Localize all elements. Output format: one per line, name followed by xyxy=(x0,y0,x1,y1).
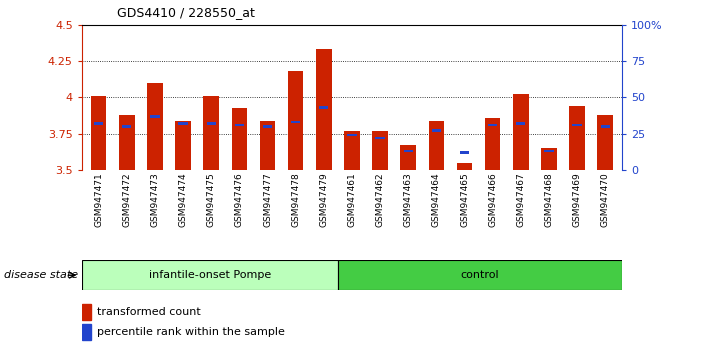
Bar xyxy=(94,122,103,125)
Bar xyxy=(178,122,188,125)
Text: GSM947463: GSM947463 xyxy=(404,173,412,227)
Text: GSM947466: GSM947466 xyxy=(488,173,497,227)
Bar xyxy=(513,95,528,170)
Bar xyxy=(404,150,413,152)
Bar xyxy=(429,121,444,170)
Bar xyxy=(400,145,416,170)
Bar xyxy=(516,122,525,125)
Bar xyxy=(176,121,191,170)
Text: GDS4410 / 228550_at: GDS4410 / 228550_at xyxy=(117,6,255,19)
Bar xyxy=(456,163,472,170)
Bar xyxy=(82,260,338,290)
Bar xyxy=(147,83,163,170)
Text: GSM947461: GSM947461 xyxy=(348,173,356,227)
Text: disease state: disease state xyxy=(4,270,77,280)
Text: GSM947476: GSM947476 xyxy=(235,173,244,227)
Bar xyxy=(82,324,92,341)
Text: GSM947474: GSM947474 xyxy=(178,173,188,227)
Bar xyxy=(488,124,497,126)
Text: GSM947472: GSM947472 xyxy=(122,173,132,227)
Bar xyxy=(150,115,159,118)
Bar xyxy=(485,118,501,170)
Text: GSM947470: GSM947470 xyxy=(601,173,610,227)
Bar xyxy=(373,131,387,170)
Bar xyxy=(260,121,275,170)
Bar xyxy=(82,304,92,320)
Bar xyxy=(263,125,272,128)
Bar xyxy=(545,150,554,152)
Text: GSM947477: GSM947477 xyxy=(263,173,272,227)
Bar xyxy=(432,130,441,132)
Bar xyxy=(572,124,582,126)
Text: GSM947478: GSM947478 xyxy=(292,173,300,227)
Bar xyxy=(460,151,469,154)
Text: GSM947479: GSM947479 xyxy=(319,173,328,227)
Bar xyxy=(91,96,107,170)
Bar xyxy=(207,122,216,125)
Text: control: control xyxy=(461,270,499,280)
Text: GSM947464: GSM947464 xyxy=(432,173,441,227)
Bar xyxy=(601,125,610,128)
Bar xyxy=(288,71,304,170)
Text: percentile rank within the sample: percentile rank within the sample xyxy=(97,327,285,337)
Text: GSM947465: GSM947465 xyxy=(460,173,469,227)
Bar xyxy=(375,137,385,139)
Bar xyxy=(541,148,557,170)
Text: GSM947468: GSM947468 xyxy=(545,173,553,227)
Bar xyxy=(316,50,331,170)
Bar xyxy=(235,124,244,126)
Text: GSM947467: GSM947467 xyxy=(516,173,525,227)
Bar xyxy=(597,115,613,170)
Text: GSM947469: GSM947469 xyxy=(572,173,582,227)
Bar xyxy=(319,106,328,109)
Text: transformed count: transformed count xyxy=(97,307,201,317)
Text: GSM947471: GSM947471 xyxy=(94,173,103,227)
Bar xyxy=(122,125,132,128)
Text: GSM947475: GSM947475 xyxy=(207,173,215,227)
Bar xyxy=(119,115,134,170)
Bar xyxy=(232,108,247,170)
Text: GSM947473: GSM947473 xyxy=(151,173,159,227)
Bar xyxy=(347,134,357,136)
Bar xyxy=(344,131,360,170)
Text: infantile-onset Pompe: infantile-onset Pompe xyxy=(149,270,271,280)
Bar xyxy=(570,106,585,170)
Bar xyxy=(203,96,219,170)
Bar xyxy=(291,121,300,123)
Bar xyxy=(338,260,622,290)
Text: GSM947462: GSM947462 xyxy=(375,173,385,227)
